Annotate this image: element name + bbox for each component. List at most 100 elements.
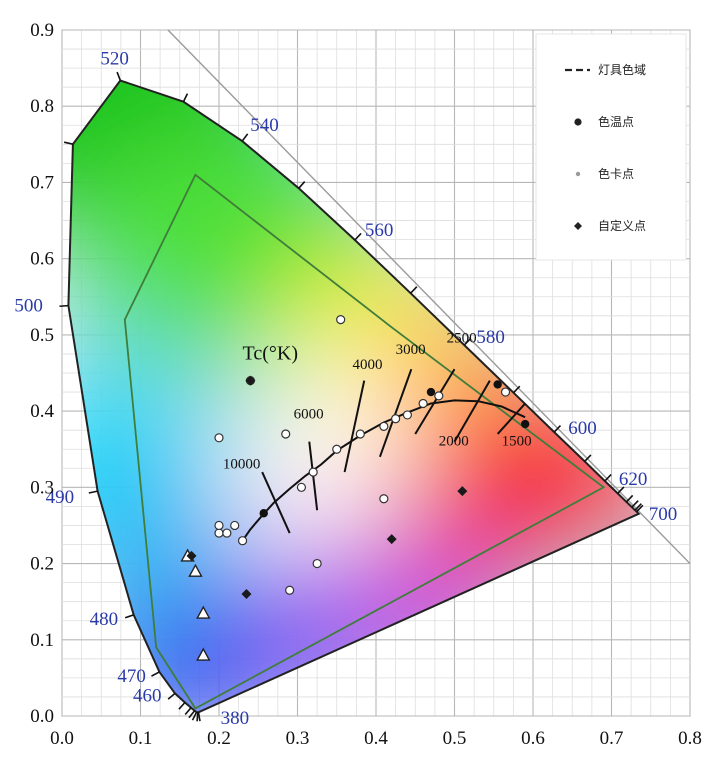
- custom-point: [186, 550, 197, 561]
- wavelength-tick: [116, 71, 122, 81]
- custom-point: [457, 486, 468, 497]
- wavelength-label: 500: [14, 296, 43, 317]
- legend-small-dot-marker: [575, 171, 581, 177]
- axis-tick-labels: 0.0 0.1 0.2 0.3 0.4 0.5 0.6 0.7 0.8 0.0 0.1 0.2 0.3 0…: [30, 20, 702, 749]
- triangle-point: [196, 647, 211, 661]
- wavelength-label: 490: [46, 487, 75, 508]
- wavelength-tick: [196, 712, 199, 722]
- x-tick-label: 0.8: [678, 728, 702, 749]
- cct-point: [259, 509, 268, 518]
- wavelength-tick: [512, 385, 521, 394]
- iso-temperature-line: [343, 380, 366, 473]
- y-tick-label: 0.1: [30, 630, 54, 651]
- wavelength-tick: [584, 454, 592, 462]
- legend-label: 自定义点: [598, 218, 646, 233]
- cct-label: 2500: [447, 331, 477, 347]
- y-tick-label: 0.7: [30, 172, 54, 193]
- y-tick-label: 0.2: [30, 554, 54, 575]
- color-card-point: [355, 429, 365, 439]
- cct-label: 4000: [352, 357, 382, 373]
- color-card-point: [214, 433, 224, 443]
- wavelength-tick: [59, 304, 69, 308]
- iso-temperature-line: [496, 402, 526, 435]
- triangle-point: [196, 605, 211, 619]
- color-blob: [227, 455, 368, 566]
- wavelength-tick: [625, 494, 634, 503]
- wavelength-tick: [354, 232, 362, 241]
- diagonal-reference-line: [167, 29, 691, 565]
- color-card-point: [230, 520, 240, 531]
- wavelength-tick: [634, 503, 642, 511]
- iso-temperature-line: [414, 368, 456, 435]
- x-tick-label: 0.0: [50, 728, 74, 749]
- wavelength-tick: [191, 711, 198, 721]
- x-tick-label: 0.4: [364, 728, 388, 749]
- spectral-locus: [67, 79, 641, 714]
- color-card-point: [379, 421, 389, 431]
- color-card-point: [332, 444, 342, 454]
- wavelength-label: 380: [221, 708, 250, 729]
- color-card-point: [379, 494, 389, 504]
- color-card-point: [237, 536, 248, 546]
- y-tick-label: 0.5: [30, 325, 54, 346]
- triangle-point: [188, 563, 203, 577]
- wavelength-tick: [178, 701, 186, 710]
- legend-label: 色卡点: [598, 167, 634, 181]
- x-tick-label: 0.1: [129, 728, 153, 749]
- color-card-point: [418, 398, 428, 409]
- triangle-points: [180, 548, 211, 661]
- wavelength-label: 620: [619, 469, 648, 490]
- wavelength-tick: [88, 490, 98, 494]
- wavelength-tick: [124, 614, 134, 619]
- wavelength-tick: [63, 141, 74, 145]
- color-card-point: [296, 482, 307, 492]
- cct-point: [426, 387, 436, 397]
- color-card-point: [500, 387, 511, 397]
- wavelength-label: 460: [133, 685, 162, 706]
- color-card-point: [312, 558, 322, 569]
- cct-points: [259, 380, 530, 518]
- cct-label: 6000: [294, 407, 324, 423]
- wavelength-tick: [298, 181, 306, 189]
- color-card-point: [336, 315, 346, 325]
- wavelength-label: 480: [90, 609, 119, 630]
- wavelength-tick: [617, 486, 625, 494]
- iso-temperature-line: [261, 471, 291, 534]
- wavelength-tick: [636, 504, 644, 513]
- fixture-gamut: [123, 173, 606, 710]
- iso-temperature-line: [453, 380, 491, 443]
- iso-temperature-line: [378, 368, 413, 458]
- wavelength-label: 520: [100, 48, 129, 69]
- wavelength-tick: [188, 710, 196, 719]
- custom-point: [241, 589, 252, 600]
- planckian-locus: [241, 399, 526, 542]
- cct-labels: 10000 6000 4000 3000 2500 2000 1500: [223, 331, 532, 473]
- cct-point: [520, 419, 530, 429]
- wavelength-tick: [631, 500, 639, 508]
- legend-label: 色温点: [598, 115, 634, 129]
- wavelength-tick: [553, 425, 562, 433]
- legend-dot-marker: [574, 118, 582, 126]
- y-tick-label: 0.4: [30, 401, 54, 422]
- x-tick-label: 0.3: [286, 728, 310, 749]
- legend-label: 灯具色域: [598, 63, 646, 77]
- wavelength-tick: [241, 133, 249, 142]
- wavelength-label: 560: [365, 220, 394, 241]
- color-card-point: [214, 520, 224, 531]
- wavelength-tick: [151, 671, 160, 677]
- wavelength-tick: [184, 707, 192, 716]
- custom-point: [245, 375, 256, 386]
- y-tick-label: 0.0: [30, 706, 54, 727]
- color-card-point: [308, 467, 318, 477]
- cct-label: 3000: [396, 342, 426, 358]
- cct-label: 10000: [223, 456, 260, 472]
- legend-diamond-marker: [574, 222, 582, 230]
- wavelength-tick: [604, 473, 612, 482]
- color-card-point: [281, 429, 291, 439]
- custom-points: [186, 375, 468, 600]
- wavelength-tick: [167, 692, 176, 700]
- x-tick-label: 0.2: [207, 728, 231, 749]
